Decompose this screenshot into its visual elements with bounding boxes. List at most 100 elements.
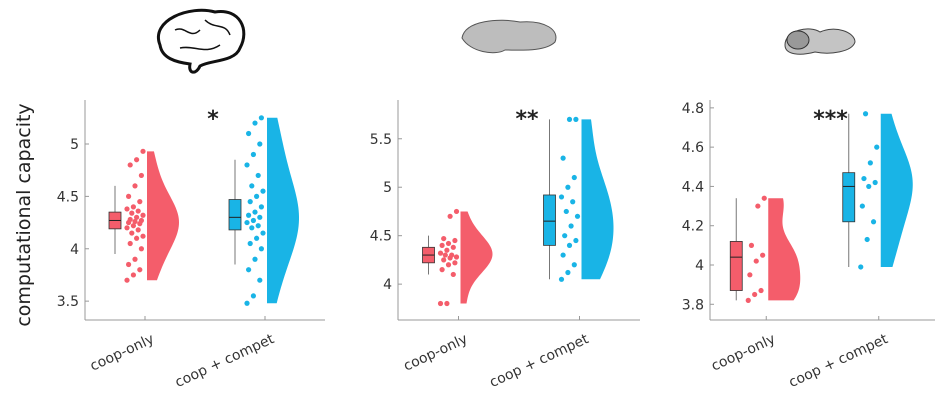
significance: ** [515, 107, 539, 132]
point [571, 262, 577, 268]
point [866, 183, 872, 190]
y-tick-label: 4 [383, 277, 392, 293]
point [570, 199, 576, 205]
point [758, 287, 764, 294]
point [137, 199, 143, 205]
x-tick-label: coop + compet [173, 331, 277, 391]
x-tick-label: coop-only [709, 331, 778, 375]
point [568, 223, 574, 229]
point [129, 230, 135, 236]
y-tick-label: 3.8 [682, 297, 704, 313]
y-tick-label: 5 [70, 137, 79, 153]
point [566, 242, 573, 248]
box [842, 172, 856, 223]
point [444, 300, 450, 307]
point [135, 227, 141, 233]
point [558, 276, 565, 282]
box [729, 241, 743, 291]
point [449, 252, 455, 258]
y-tick-label: 4.2 [682, 219, 704, 235]
point [257, 214, 263, 220]
point [138, 172, 144, 179]
violin [267, 117, 299, 304]
point [249, 183, 255, 189]
point [874, 144, 880, 150]
point [244, 162, 250, 168]
point [246, 130, 252, 137]
point [258, 115, 264, 121]
point [445, 240, 452, 247]
point [862, 111, 869, 117]
point [441, 257, 447, 263]
point [250, 217, 256, 224]
point [748, 242, 755, 248]
point [255, 172, 261, 179]
y-tick-label: 4.5 [370, 229, 392, 245]
point [752, 291, 758, 298]
point [132, 183, 138, 189]
point [138, 217, 144, 224]
point [130, 204, 136, 210]
point [452, 260, 458, 266]
point [246, 267, 252, 273]
box [543, 194, 556, 246]
mouse-brain-icon [784, 28, 856, 55]
point [129, 210, 135, 216]
y-tick-label: 3.5 [57, 294, 79, 310]
violin [880, 113, 913, 267]
point [745, 297, 751, 303]
point [252, 120, 258, 126]
point [124, 206, 130, 212]
point [450, 244, 456, 250]
y-tick-label: 5.5 [370, 132, 392, 148]
point [124, 225, 130, 231]
point [134, 235, 140, 241]
point [247, 199, 253, 205]
point [130, 223, 136, 229]
y-tick-label: 5 [383, 180, 392, 196]
point [571, 174, 577, 181]
point [132, 218, 138, 225]
y-tick-label: 4 [695, 258, 704, 274]
point [244, 219, 250, 226]
point [250, 293, 256, 299]
point [574, 213, 581, 219]
point [441, 235, 447, 242]
point [257, 141, 263, 147]
y-tick-label: 4 [70, 242, 79, 258]
point [437, 250, 444, 256]
point [753, 258, 759, 264]
point [447, 213, 453, 219]
point [250, 151, 256, 158]
point [255, 223, 261, 229]
point [755, 203, 761, 209]
y-tick-label: 4.5 [57, 189, 79, 205]
point [444, 247, 450, 253]
point [140, 212, 146, 218]
point [439, 242, 445, 248]
point [870, 219, 877, 225]
significance: * [207, 107, 219, 132]
point [453, 208, 460, 215]
point [562, 233, 568, 239]
violin [581, 119, 614, 280]
point [124, 277, 130, 283]
point [252, 256, 258, 262]
point [126, 193, 132, 199]
y-tick-label: 4.8 [682, 101, 704, 117]
point [132, 256, 138, 262]
point [130, 272, 136, 278]
point [257, 277, 263, 283]
violin [768, 198, 801, 301]
point [140, 148, 146, 154]
point [260, 188, 266, 194]
point [437, 300, 444, 307]
x-tick-label: coop-only [88, 331, 157, 375]
point [872, 179, 878, 186]
point [254, 235, 260, 241]
monkey-brain-icon [461, 19, 557, 54]
point [858, 264, 864, 270]
human-brain-icon [156, 8, 246, 74]
point [450, 271, 456, 278]
violin [460, 211, 493, 304]
